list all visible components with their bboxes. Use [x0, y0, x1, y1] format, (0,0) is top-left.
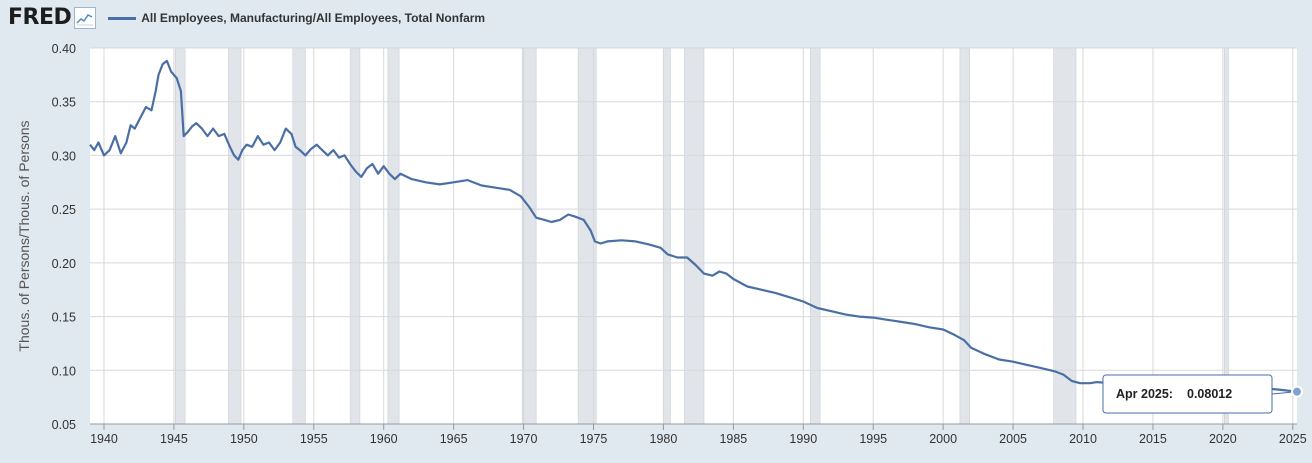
recession-band	[809, 47, 821, 425]
x-tick-label: 2020	[1209, 432, 1237, 446]
tooltip-box	[1102, 374, 1273, 414]
recession-band	[684, 47, 705, 425]
line-chart-icon	[74, 7, 97, 29]
x-tick-label: 1990	[789, 432, 817, 446]
recession-band	[228, 47, 242, 425]
legend-label: All Employees, Manufacturing/All Employe…	[141, 11, 486, 25]
x-tick-label: 1995	[859, 432, 887, 446]
x-tick-label: 2015	[1139, 432, 1167, 446]
chart-header: FRED All Employees, Manufacturing/All Em…	[8, 4, 485, 32]
hover-point[interactable]	[1291, 385, 1303, 398]
y-tick-label: 0.35	[52, 96, 76, 110]
y-tick-label: 0.10	[52, 364, 76, 378]
y-tick-label: 0.20	[52, 257, 76, 271]
x-tick-label: 1945	[160, 432, 188, 446]
recession-band	[1053, 47, 1077, 425]
recession-band	[1223, 47, 1229, 425]
x-tick-label: 1980	[650, 432, 678, 446]
x-tick-label: 1960	[370, 432, 398, 446]
y-tick-label: 0.30	[52, 149, 76, 163]
x-tick-label: 1975	[580, 432, 608, 446]
tooltip: Apr 2025: 0.08012	[1102, 374, 1298, 414]
y-axis-label: Thous. of Persons/Thous. of Persons	[16, 120, 32, 351]
y-tick-label: 0.25	[52, 203, 76, 217]
x-tick-label: 2010	[1069, 432, 1097, 446]
recession-band	[349, 47, 361, 425]
recession-band	[959, 47, 971, 425]
axes: 0.40 0.35 0.30 0.25 0.20 0.15 0.10 0.05 1940 1945…	[52, 42, 1307, 446]
recession-band	[521, 47, 537, 425]
tooltip-date: Apr 2025:	[1116, 387, 1173, 401]
x-tick-label: 1985	[719, 432, 747, 446]
recession-band	[292, 47, 306, 425]
legend-swatch	[108, 16, 137, 20]
x-tick-label: 1965	[440, 432, 468, 446]
x-tick-label: 1940	[90, 432, 118, 446]
x-tick-label: 1955	[300, 432, 328, 446]
x-tick-label: 2000	[929, 432, 957, 446]
recession-band	[663, 47, 671, 425]
x-tick-label: 1970	[510, 432, 538, 446]
fred-logo[interactable]: FRED	[8, 5, 72, 30]
y-tick-label: 0.40	[52, 42, 76, 56]
y-tick-label: 0.05	[52, 418, 76, 432]
x-tick-label: 1950	[230, 432, 258, 446]
recession-band	[387, 47, 400, 425]
tooltip-value: 0.08012	[1187, 387, 1232, 401]
recession-band	[175, 47, 186, 425]
x-tick-label: 2005	[999, 432, 1027, 446]
recession-shading	[175, 47, 1229, 425]
x-tick-label: 2025	[1279, 432, 1307, 446]
series-line	[89, 59, 1298, 393]
y-tick-label: 0.15	[52, 311, 76, 325]
